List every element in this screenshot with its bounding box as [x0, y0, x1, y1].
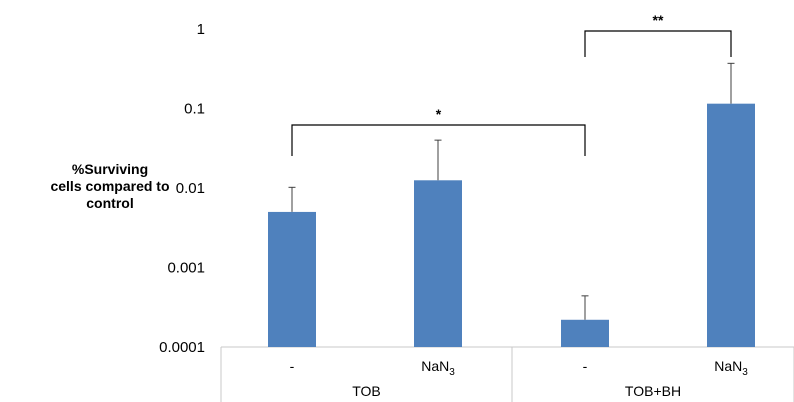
- y-axis-label-line-1: %Surviving: [71, 161, 149, 177]
- y-tick-label: 0.0001: [159, 339, 205, 356]
- x-tick-label: NaN3: [421, 358, 455, 378]
- y-axis-label: %Surviving cells compared to control: [30, 161, 190, 212]
- bar: [268, 211, 316, 347]
- x-tick-label: -: [583, 358, 588, 374]
- y-axis-label-line-3: control: [86, 195, 134, 211]
- y-tick-label: 0.001: [167, 260, 205, 277]
- bar: [707, 103, 755, 347]
- group-label: TOB: [352, 383, 381, 399]
- x-tick-label: NaN3: [714, 358, 748, 378]
- significance-bracket: [291, 124, 586, 156]
- group-label: TOB+BH: [625, 383, 681, 399]
- significance-marker: *: [436, 106, 442, 122]
- bar: [414, 180, 462, 347]
- y-axis-label-line-2: cells compared to: [50, 178, 170, 194]
- bar: [561, 319, 609, 347]
- x-tick-label: -: [290, 358, 295, 374]
- significance-bracket: [584, 30, 732, 57]
- y-tick-label: 1: [197, 21, 205, 38]
- y-tick-label: 0.1: [184, 101, 205, 118]
- significance-marker: **: [653, 12, 664, 28]
- y-tick-label: 0.01: [176, 180, 205, 197]
